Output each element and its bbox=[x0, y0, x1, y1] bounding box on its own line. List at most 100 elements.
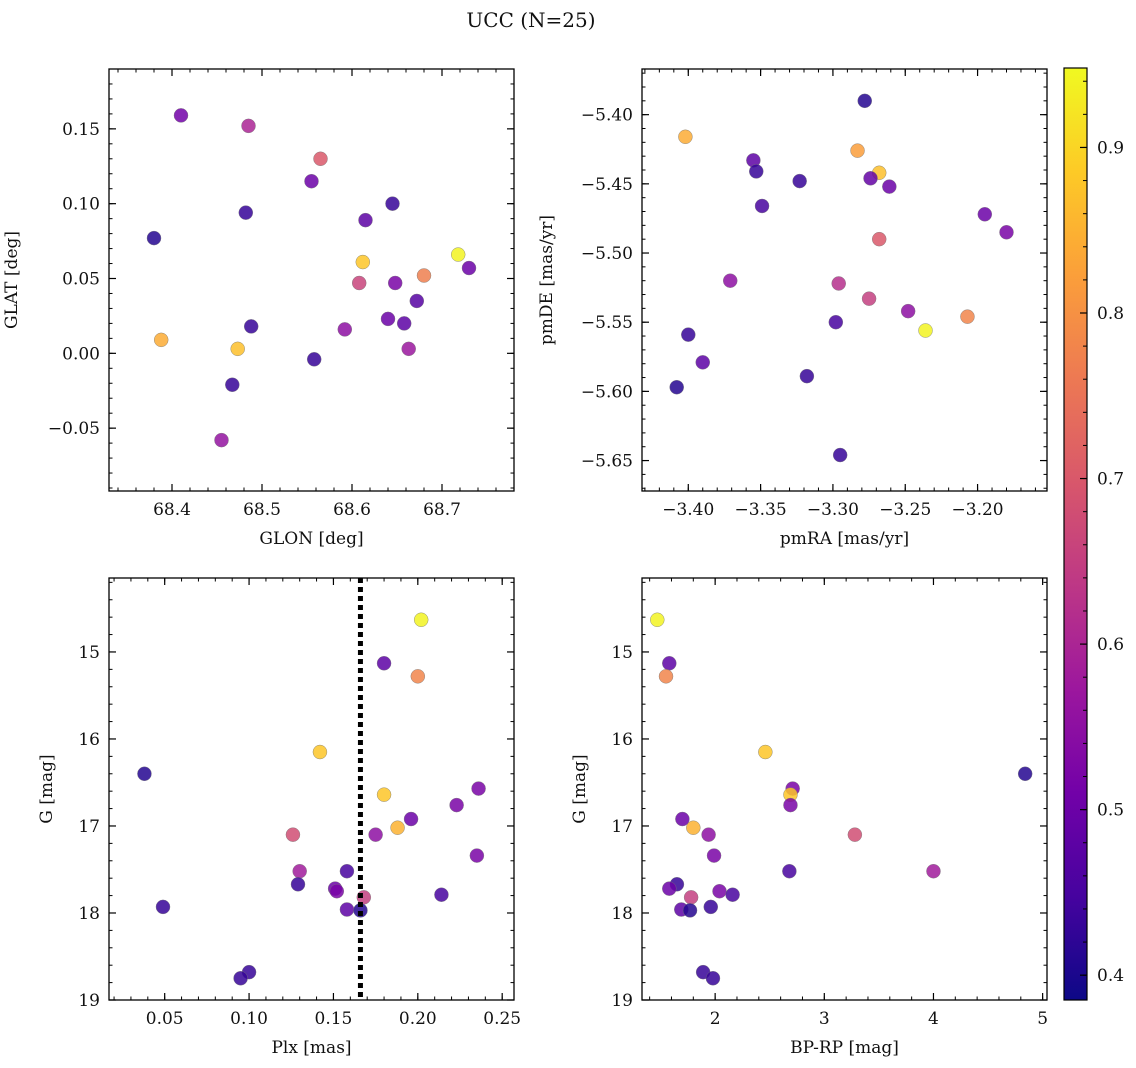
scatter-point bbox=[678, 129, 693, 144]
scatter-point bbox=[368, 827, 383, 842]
colorbar-tick-label: 0.8 bbox=[1097, 304, 1124, 324]
x-axis-label: GLON [deg] bbox=[259, 529, 363, 549]
x-tick-label: 4 bbox=[928, 1009, 939, 1029]
y-tick-label: −5.60 bbox=[581, 382, 633, 402]
scatter-point bbox=[686, 820, 701, 835]
scatter-point bbox=[376, 787, 392, 802]
scatter-point bbox=[999, 225, 1014, 240]
x-tick-label: −3.25 bbox=[879, 500, 931, 520]
y-tick-label: 18 bbox=[611, 904, 633, 924]
colorbar-tick-label: 0.9 bbox=[1097, 138, 1124, 158]
scatter-point bbox=[461, 260, 477, 276]
scatter-point bbox=[831, 276, 846, 291]
scatter-point bbox=[292, 864, 307, 879]
y-tick-label: 19 bbox=[611, 991, 633, 1011]
colorbar-tick-label: 0.6 bbox=[1097, 635, 1124, 655]
colorbar-tick-label: 0.7 bbox=[1097, 470, 1124, 490]
scatter-point bbox=[712, 884, 727, 899]
scatter-point bbox=[449, 797, 464, 813]
minor-ticks bbox=[642, 578, 1047, 1001]
scatter-point bbox=[758, 744, 773, 760]
scatter-point bbox=[153, 332, 169, 348]
scatter-point bbox=[312, 744, 328, 760]
y-tick-label: 0.05 bbox=[62, 270, 100, 290]
scatter-point bbox=[650, 612, 665, 627]
scatter-points bbox=[137, 612, 486, 986]
y-tick-label: 19 bbox=[78, 991, 100, 1011]
scatter-point bbox=[434, 887, 449, 902]
scatter-point bbox=[977, 207, 993, 222]
scatter-point bbox=[725, 887, 740, 902]
scatter-point bbox=[960, 309, 975, 324]
scatter-point bbox=[681, 327, 696, 342]
scatter-point bbox=[792, 173, 807, 189]
y-tick-label: 0.10 bbox=[62, 195, 100, 215]
x-tick-label: 0.05 bbox=[146, 1009, 184, 1029]
scatter-point bbox=[662, 881, 677, 896]
scatter-point bbox=[861, 291, 877, 306]
x-tick-label: −3.40 bbox=[662, 500, 714, 520]
panel-plx-g: 0.05 0.10 0.15 0.20 0.25 15 16 17 18 19 Plx [mas] G… bbox=[37, 577, 521, 1058]
y-tick-label: −5.40 bbox=[581, 106, 633, 126]
x-tick-label: 0.15 bbox=[315, 1009, 353, 1029]
axes-frame bbox=[641, 577, 1048, 1001]
scatter-point bbox=[682, 903, 698, 918]
x-tick-label: 0.25 bbox=[483, 1009, 521, 1029]
scatter-point bbox=[307, 352, 322, 367]
axes-frame bbox=[108, 577, 515, 1001]
scatter-point bbox=[1017, 766, 1033, 781]
scatter-point bbox=[313, 151, 328, 166]
y-tick-label: −5.50 bbox=[581, 244, 633, 264]
y-tick-label: −0.05 bbox=[48, 419, 100, 439]
scatter-point bbox=[233, 971, 248, 986]
scatter-point bbox=[230, 341, 245, 357]
y-tick-label: 16 bbox=[78, 730, 100, 750]
scatter-point bbox=[290, 877, 306, 892]
x-tick-label: 0.10 bbox=[230, 1009, 268, 1029]
x-tick-label: 3 bbox=[819, 1009, 830, 1029]
scatter-point bbox=[783, 797, 798, 813]
y-tick-label: −5.45 bbox=[581, 175, 633, 195]
scatter-point bbox=[900, 303, 916, 319]
scatter-point bbox=[173, 108, 189, 123]
scatter-point bbox=[705, 971, 721, 986]
x-tick-label: 2 bbox=[710, 1009, 721, 1029]
scatter-point bbox=[749, 164, 764, 179]
y-tick-label: 16 bbox=[611, 730, 633, 750]
scatter-point bbox=[390, 820, 405, 835]
scatter-point bbox=[137, 766, 152, 781]
scatter-point bbox=[155, 899, 171, 915]
scatter-points bbox=[650, 612, 1033, 986]
colorbar-tick-label: 0.5 bbox=[1097, 801, 1124, 821]
y-tick-label: 18 bbox=[78, 904, 100, 924]
scatter-point bbox=[782, 864, 797, 879]
scatter-point bbox=[385, 196, 400, 211]
scatter-point bbox=[304, 174, 319, 189]
x-tick-label: 68.5 bbox=[243, 500, 281, 520]
scatter-points bbox=[146, 108, 477, 448]
scatter-point bbox=[882, 179, 897, 194]
scatter-point bbox=[376, 656, 392, 671]
scatter-point bbox=[669, 380, 684, 395]
scatter-point bbox=[285, 827, 301, 842]
x-axis-label: pmRA [mas/yr] bbox=[780, 529, 909, 549]
scatter-point bbox=[352, 275, 367, 291]
axes-frame bbox=[108, 68, 515, 492]
scatter-point bbox=[926, 864, 941, 879]
scatter-point bbox=[225, 377, 240, 392]
colorbar-tick-label: 0.4 bbox=[1097, 966, 1124, 986]
scatter-point bbox=[397, 316, 412, 331]
scatter-point bbox=[339, 902, 355, 917]
y-tick-label: 15 bbox=[78, 643, 100, 663]
minor-ticks bbox=[109, 68, 515, 491]
scatter-point bbox=[754, 198, 770, 214]
y-axis-label: GLAT [deg] bbox=[2, 231, 22, 329]
scatter-point bbox=[355, 254, 370, 270]
scatter-point bbox=[337, 322, 352, 337]
scatter-point bbox=[388, 275, 403, 291]
x-tick-label: 5 bbox=[1037, 1009, 1048, 1029]
scatter-point bbox=[857, 93, 872, 109]
scatter-point bbox=[828, 315, 844, 330]
scatter-point bbox=[416, 268, 432, 283]
y-tick-label: 15 bbox=[611, 643, 633, 663]
